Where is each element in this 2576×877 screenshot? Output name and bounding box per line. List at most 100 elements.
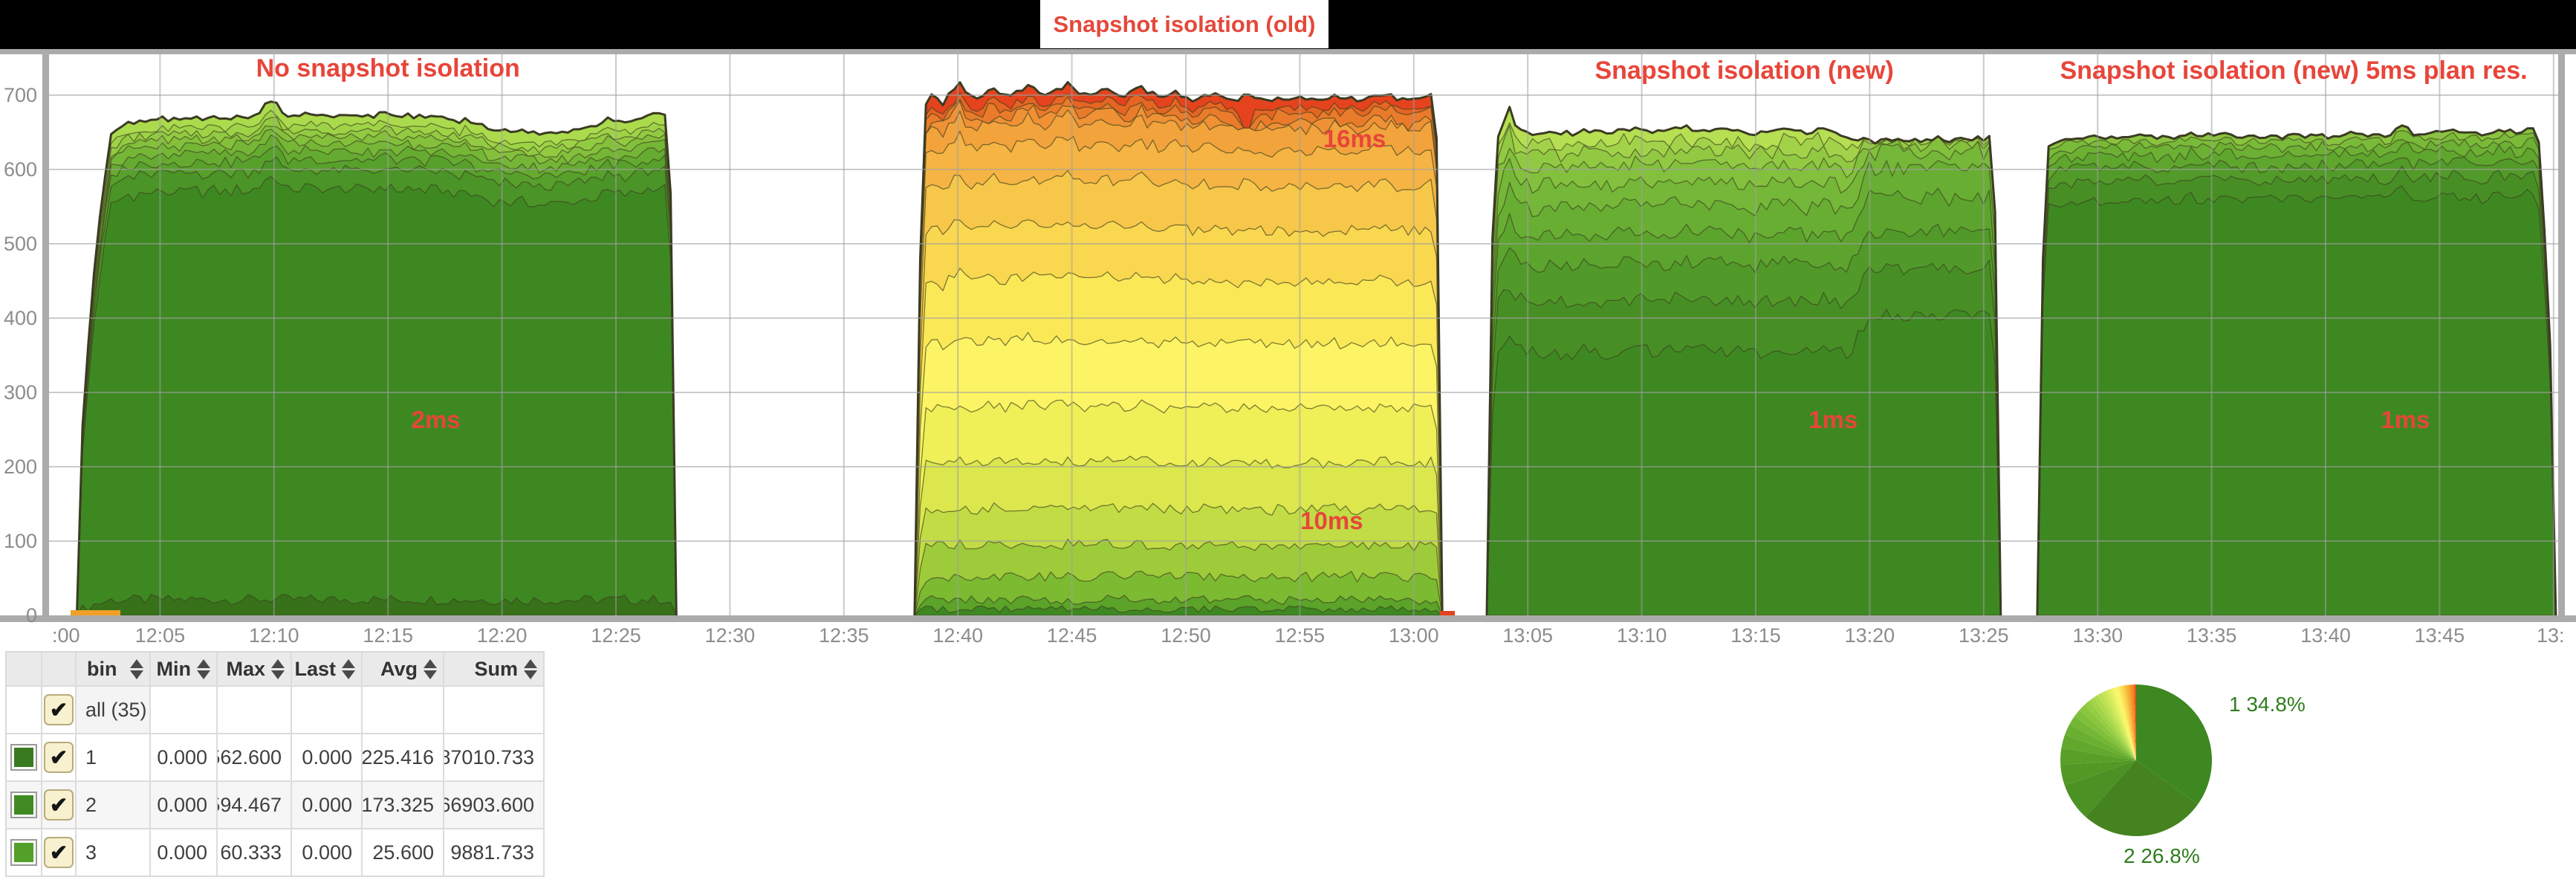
x-axis-label: 12:55 xyxy=(1275,624,1326,647)
bin-distribution-pie-chart xyxy=(2060,685,2213,837)
bin-id-cell: 1 xyxy=(77,734,151,782)
x-axis-label: 13:05 xyxy=(1502,624,1553,647)
sum-value-cell: 66903.600 xyxy=(444,782,545,829)
main-title-box: Snapshot isolation (old) xyxy=(1040,0,1328,48)
y-axis-label: 0 xyxy=(26,604,37,627)
pie-slice-1 xyxy=(2136,685,2213,804)
pie-slice-6 xyxy=(2061,734,2136,760)
bin-visible-checkbox[interactable]: ✔ xyxy=(44,837,74,868)
empty-cell xyxy=(444,687,545,734)
column-header-min[interactable]: Min xyxy=(151,653,218,687)
column-header-label: Max xyxy=(226,657,265,680)
checkbox-column-header xyxy=(42,653,77,687)
pie-slice-29 xyxy=(2133,685,2136,760)
x-axis-label: 13:25 xyxy=(1959,624,2009,647)
pie-label-bin1: 1 34.8% xyxy=(2229,693,2306,716)
checkbox-cell: ✔ xyxy=(42,782,77,829)
table-row-bin-3: ✔ 3 0.000 60.333 0.000 25.600 9881.733 xyxy=(7,829,545,877)
last-value-cell: 0.000 xyxy=(292,829,363,877)
x-axis-label: 13:15 xyxy=(1730,624,1781,647)
avg-value-cell: 25.600 xyxy=(363,829,444,877)
y-axis-label: 200 xyxy=(4,456,37,478)
base-blip xyxy=(1440,611,1455,615)
latency-annotation: 16ms xyxy=(1323,125,1386,152)
sort-ascending-icon[interactable] xyxy=(424,658,437,668)
column-header-last[interactable]: Last xyxy=(292,653,363,687)
pie-slice-15 xyxy=(2101,691,2136,760)
pie-slice-10 xyxy=(2079,705,2136,760)
empty-cell xyxy=(151,687,218,734)
bin-visible-checkbox[interactable]: ✔ xyxy=(44,742,74,773)
x-axis-label: 12:50 xyxy=(1161,624,1211,647)
plot-frame-bottom xyxy=(0,615,2576,622)
pie-slice-17 xyxy=(2108,688,2136,760)
column-header-label: bin xyxy=(87,657,117,680)
pie-slice-7 xyxy=(2065,724,2136,760)
swatch-column-header xyxy=(7,653,42,687)
swatch-cell xyxy=(7,782,42,829)
checkbox-cell: ✔ xyxy=(42,829,77,877)
x-axis-label: 12:05 xyxy=(135,624,186,647)
column-header-sum[interactable]: Sum xyxy=(444,653,545,687)
section-title: No snapshot isolation xyxy=(256,54,520,82)
main-title-bar: Snapshot isolation (old) xyxy=(0,0,2576,49)
sort-arrows-icon[interactable] xyxy=(424,658,437,679)
base-blip xyxy=(71,610,120,615)
sort-descending-icon[interactable] xyxy=(130,670,143,679)
bin-color-swatch xyxy=(10,744,37,771)
swatch-cell-empty xyxy=(7,687,42,734)
pie-slice-21 xyxy=(2118,686,2136,760)
sort-ascending-icon[interactable] xyxy=(342,658,355,668)
x-axis-label: 12:10 xyxy=(249,624,299,647)
y-axis-label: 700 xyxy=(4,84,37,106)
column-header-bin[interactable]: bin xyxy=(77,653,151,687)
column-header-max[interactable]: Max xyxy=(218,653,292,687)
sort-descending-icon[interactable] xyxy=(342,670,355,679)
pie-slice-22 xyxy=(2121,685,2136,760)
x-axis-label: 12:25 xyxy=(591,624,641,647)
pie-slice-8 xyxy=(2069,716,2136,760)
sort-descending-icon[interactable] xyxy=(524,670,537,679)
pie-slice-13 xyxy=(2093,695,2136,760)
y-axis-label: 400 xyxy=(4,307,37,329)
sort-ascending-icon[interactable] xyxy=(130,658,143,668)
x-axis-label: 13:45 xyxy=(2415,624,2465,647)
pie-slice-11 xyxy=(2084,700,2136,760)
sort-arrows-icon[interactable] xyxy=(342,658,355,679)
pie-slice-18 xyxy=(2111,687,2136,760)
pie-slice-19 xyxy=(2113,687,2136,760)
x-axis-label: 13:00 xyxy=(1389,624,1439,647)
sort-arrows-icon[interactable] xyxy=(197,658,210,679)
y-axis-label: 300 xyxy=(4,381,37,404)
pie-slice-24 xyxy=(2124,685,2136,760)
sort-arrows-icon[interactable] xyxy=(271,658,285,679)
pie-slice-4 xyxy=(2060,760,2136,786)
bin-visible-checkbox[interactable]: ✔ xyxy=(44,789,74,821)
sort-ascending-icon[interactable] xyxy=(524,658,537,668)
sort-arrows-icon[interactable] xyxy=(130,658,143,679)
empty-cell xyxy=(292,687,363,734)
column-header-avg[interactable]: Avg xyxy=(363,653,444,687)
x-axis-label: 12:15 xyxy=(363,624,413,647)
sort-descending-icon[interactable] xyxy=(271,670,285,679)
sort-arrows-icon[interactable] xyxy=(524,658,537,679)
sort-ascending-icon[interactable] xyxy=(271,658,285,668)
y-axis-label: 100 xyxy=(4,530,37,552)
x-axis-label: 12:40 xyxy=(932,624,983,647)
sort-descending-icon[interactable] xyxy=(424,670,437,679)
table-row-all: ✔ all (35) xyxy=(7,687,545,734)
min-value-cell: 0.000 xyxy=(151,734,218,782)
page-title: Snapshot isolation (old) xyxy=(1053,10,1316,37)
sort-descending-icon[interactable] xyxy=(197,670,210,679)
plot-frame-top xyxy=(0,49,2576,54)
pie-label-bin2: 2 26.8% xyxy=(2124,844,2200,867)
sort-ascending-icon[interactable] xyxy=(197,658,210,668)
bin-color-swatch xyxy=(10,792,37,818)
pie-slice-25 xyxy=(2126,685,2136,760)
plot-frame-left xyxy=(42,49,49,622)
latency-annotation: 2ms xyxy=(412,406,461,433)
column-header-label: Sum xyxy=(474,657,518,680)
select-all-checkbox[interactable]: ✔ xyxy=(44,694,74,725)
x-axis-label: 12:30 xyxy=(705,624,756,647)
